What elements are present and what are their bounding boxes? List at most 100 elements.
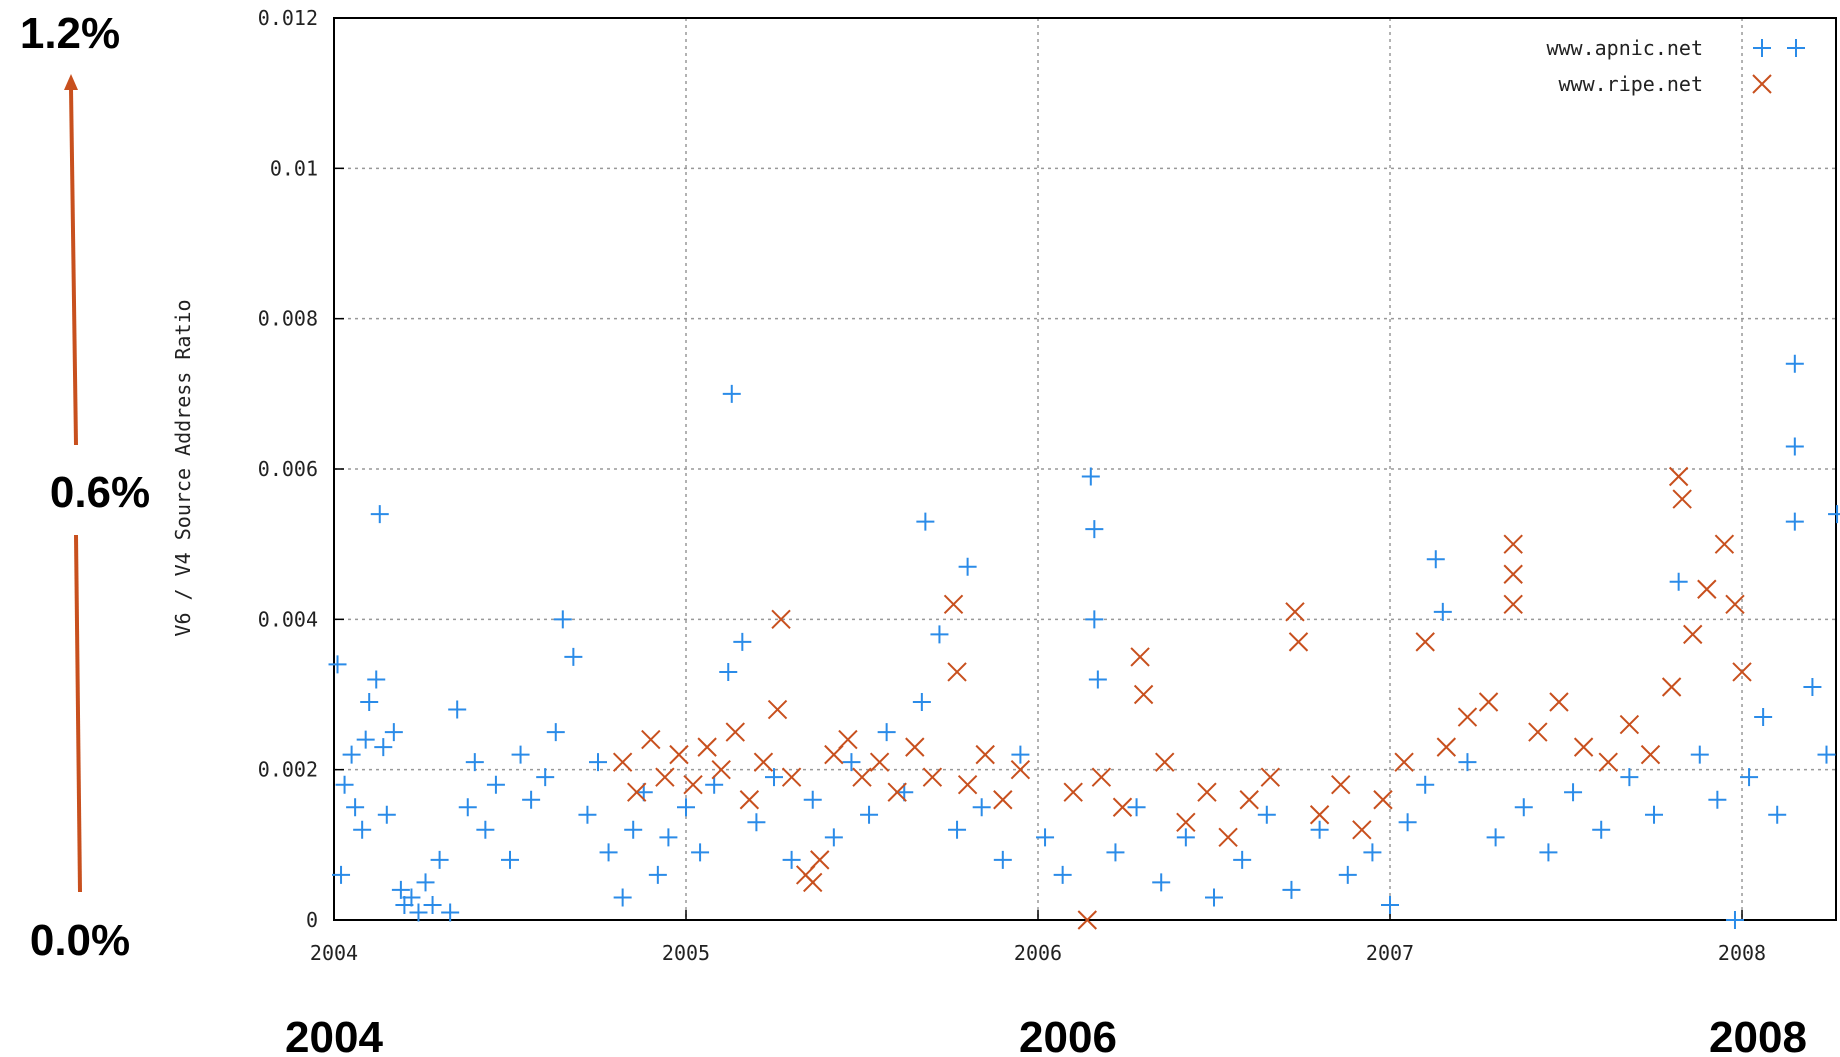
y-tick-label: 0.012 — [258, 6, 318, 30]
point — [391, 880, 410, 899]
point — [877, 723, 896, 742]
point — [1239, 790, 1259, 810]
annotation: 2006 — [1019, 1013, 1117, 1057]
legend-label: www.apnic.net — [1546, 36, 1703, 60]
point — [948, 820, 967, 839]
point — [374, 738, 393, 757]
point — [377, 805, 396, 824]
point — [1394, 752, 1414, 772]
point — [1085, 520, 1104, 539]
point — [1426, 550, 1445, 569]
point — [578, 805, 597, 824]
point — [1197, 782, 1217, 802]
point — [659, 828, 678, 847]
point — [1010, 759, 1031, 780]
point — [1063, 782, 1083, 802]
point — [1478, 692, 1499, 712]
point — [725, 722, 745, 742]
point — [328, 655, 347, 674]
point — [501, 850, 520, 869]
point — [1309, 805, 1330, 825]
point — [1740, 768, 1759, 787]
x-tick-label: 2007 — [1366, 941, 1414, 965]
point — [1036, 828, 1055, 847]
point — [589, 753, 608, 772]
point — [356, 730, 375, 749]
y-tick-label: 0.004 — [258, 607, 318, 631]
point — [1528, 722, 1548, 742]
point — [353, 820, 372, 839]
point — [648, 865, 667, 884]
y-tick-label: 0.01 — [270, 156, 318, 180]
point — [1205, 888, 1224, 907]
point — [1088, 670, 1107, 689]
point — [852, 767, 872, 787]
point — [1754, 708, 1773, 727]
point — [1668, 466, 1689, 487]
point — [402, 888, 421, 907]
point — [1155, 752, 1175, 772]
point — [1725, 594, 1745, 615]
point — [887, 782, 907, 802]
point — [511, 745, 530, 764]
point — [1112, 797, 1133, 817]
point — [624, 820, 643, 839]
point — [669, 744, 689, 765]
arrow-shaft — [69, 87, 78, 446]
x-tick-label: 2004 — [310, 941, 358, 965]
point — [1338, 865, 1357, 884]
point — [1053, 865, 1072, 884]
point — [1564, 783, 1583, 802]
point — [1514, 798, 1533, 817]
point — [395, 895, 414, 914]
point — [1133, 684, 1154, 705]
point — [409, 903, 428, 922]
point — [1130, 647, 1150, 667]
point — [1152, 873, 1171, 892]
y-tick-label: 0.008 — [258, 307, 318, 331]
point — [739, 790, 760, 810]
arrow-head — [64, 74, 78, 90]
point — [957, 774, 978, 795]
point — [1486, 828, 1505, 847]
point — [346, 798, 365, 817]
point — [747, 813, 766, 832]
point — [803, 790, 822, 809]
point — [1085, 610, 1104, 629]
point — [335, 775, 354, 794]
point — [1381, 895, 1400, 914]
point — [1708, 790, 1727, 809]
point — [697, 737, 717, 757]
point — [975, 744, 995, 765]
point — [1416, 775, 1435, 794]
y-tick-label: 0.006 — [258, 457, 318, 481]
point — [1352, 820, 1372, 840]
point — [441, 903, 460, 922]
point — [655, 767, 675, 787]
legend-label: www.ripe.net — [1559, 72, 1704, 96]
x-tick-label: 2006 — [1014, 941, 1062, 965]
point — [905, 737, 925, 757]
annotation: 1.2% — [20, 9, 120, 58]
point — [627, 782, 647, 802]
point — [1310, 820, 1329, 839]
point — [803, 872, 823, 893]
point — [641, 729, 661, 750]
point — [1732, 662, 1752, 682]
point — [430, 850, 449, 869]
point — [1257, 805, 1276, 824]
point — [1218, 827, 1238, 848]
point — [332, 865, 351, 884]
point — [486, 775, 505, 794]
point — [1690, 745, 1709, 764]
point — [1106, 843, 1125, 862]
point — [1803, 677, 1822, 696]
point — [536, 768, 555, 787]
point — [1539, 843, 1558, 862]
point — [1282, 880, 1301, 899]
point — [1672, 489, 1692, 509]
point — [1436, 737, 1457, 757]
point — [1503, 534, 1523, 554]
point — [722, 384, 741, 403]
